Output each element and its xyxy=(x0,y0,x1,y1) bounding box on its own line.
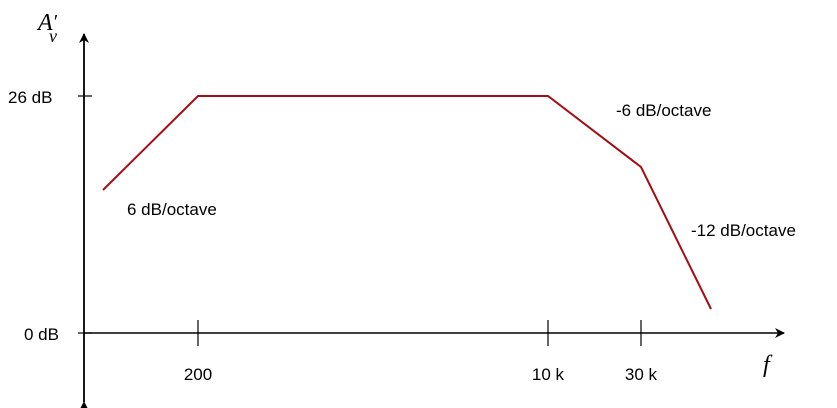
response-curve xyxy=(102,95,712,310)
y-tick-label-26db: 26 dB xyxy=(8,88,52,107)
fall-slope-1-annotation: -6 dB/octave xyxy=(616,101,711,120)
y-axis-label-subscript: v xyxy=(49,26,57,46)
fall-slope-2-annotation: -12 dB/octave xyxy=(691,221,796,240)
x-tick-label-30k: 30 k xyxy=(625,365,658,384)
y-axis-label-prime: ′ xyxy=(53,11,58,33)
y-tick-label-0db: 0 dB xyxy=(24,325,59,344)
x-tick-label-10k: 10 k xyxy=(532,365,565,384)
x-axis-label: f xyxy=(763,352,773,378)
x-tick-label-200: 200 xyxy=(184,365,212,384)
rise-slope-annotation: 6 dB/octave xyxy=(127,200,217,219)
y-axis-label-main: A xyxy=(36,10,53,36)
y-axis-label: A′ v xyxy=(36,10,58,46)
